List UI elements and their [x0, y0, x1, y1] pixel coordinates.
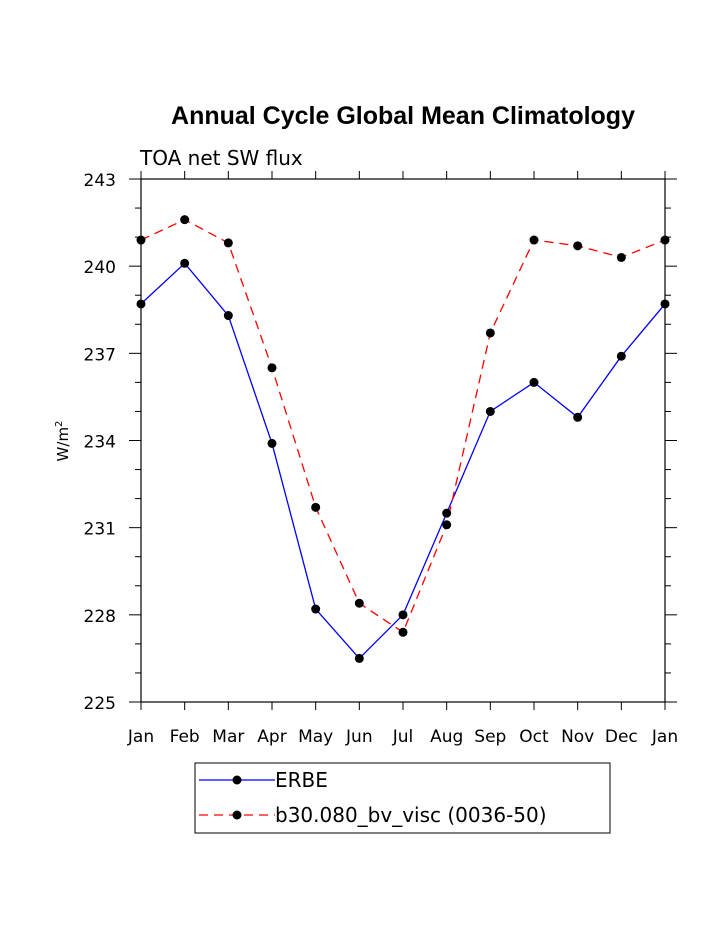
y-tick-label: 225 [84, 694, 116, 714]
x-tick-label: Mar [212, 727, 244, 747]
x-tick-label: Nov [561, 727, 594, 747]
series-layer [136, 215, 670, 663]
series-1-point [616, 252, 626, 262]
x-tick-label: Jan [127, 727, 154, 747]
series-0-point [223, 311, 233, 321]
y-tick-label: 237 [84, 345, 116, 365]
legend: ERBE b30.080_bv_visc (0036-50) [194, 762, 611, 834]
x-tick-label: Feb [170, 727, 200, 747]
series-1-point [311, 502, 321, 512]
y-tick-label: 228 [84, 607, 116, 627]
legend-marker-model [232, 810, 242, 820]
series-0-point [660, 299, 670, 309]
series-1-point [398, 627, 408, 637]
series-0-point [398, 610, 408, 620]
series-0-point [311, 604, 321, 614]
series-1-point [660, 235, 670, 245]
plot-frame [140, 178, 666, 703]
y-tick-label: 231 [84, 520, 116, 540]
series-1-point [573, 241, 583, 251]
series-0-point [354, 653, 364, 663]
y-axis-title-text: W/m [54, 427, 72, 462]
series-1-point [136, 235, 146, 245]
x-tick-label: Apr [257, 727, 286, 747]
x-tick-label: Sep [474, 727, 506, 747]
x-tick-label: Jan [651, 727, 678, 747]
legend-label-erbe: ERBE [275, 768, 328, 792]
x-tick-labels: Jan Feb Mar Apr May Jun Jul Aug Sep Oct Nov Dec Jan [127, 727, 678, 747]
series-1-point [354, 598, 364, 608]
svg-text:W/m2: W/m2 [54, 421, 72, 462]
series-0-point [485, 406, 495, 416]
y-tick-label: 234 [84, 433, 116, 453]
series-line-0 [140, 262, 666, 660]
y-axis-title: W/m2 [54, 421, 72, 462]
x-tick-label: Oct [519, 727, 549, 747]
series-0-point [616, 351, 626, 361]
series-1-point [442, 520, 452, 530]
series-line-1 [140, 218, 666, 634]
y-tick-labels: 225 228 231 234 237 240 243 [84, 171, 116, 714]
legend-box [194, 762, 611, 834]
series-0-point [267, 438, 277, 448]
series-1-point [529, 235, 539, 245]
legend-label-model: b30.080_bv_visc (0036-50) [275, 803, 547, 827]
chart-title: Annual Cycle Global Mean Climatology [171, 102, 635, 130]
x-tick-label: Dec [605, 727, 638, 747]
series-0-point [136, 299, 146, 309]
series-0-point [529, 377, 539, 387]
series-1-point [223, 238, 233, 248]
x-tick-label: Jul [392, 727, 414, 747]
series-0-point [442, 508, 452, 518]
y-axis-title-sup: 2 [54, 421, 65, 427]
series-1-point [267, 363, 277, 373]
series-1-point [180, 215, 190, 225]
series-0-point [573, 412, 583, 422]
series-1-point [485, 328, 495, 338]
y-tick-label: 243 [84, 171, 116, 191]
y-tick-label: 240 [84, 258, 116, 278]
x-tick-label: Jun [345, 727, 373, 747]
chart-subtitle: TOA net SW flux [139, 146, 303, 170]
x-tick-label: May [298, 727, 333, 747]
series-0-point [180, 258, 190, 268]
axis-ticks [129, 171, 677, 710]
legend-marker-erbe [232, 775, 242, 785]
x-tick-label: Aug [430, 727, 463, 747]
